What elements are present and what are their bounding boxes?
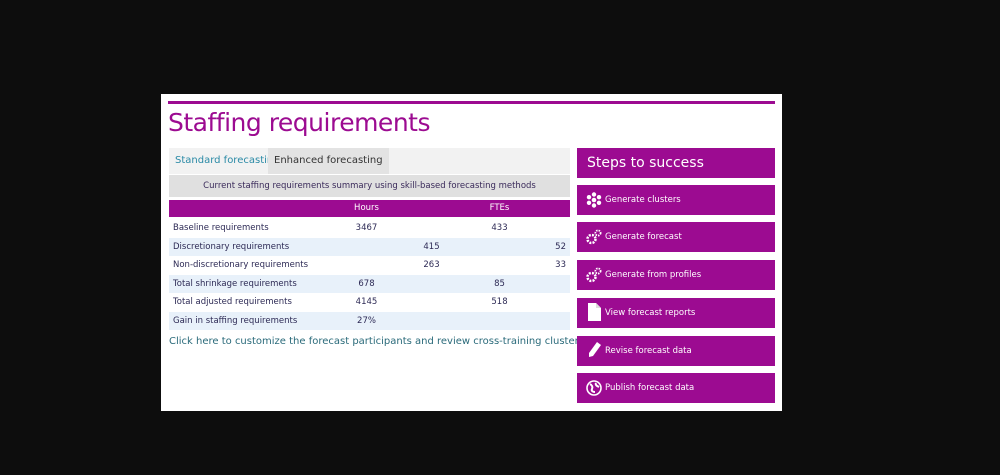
generate-from-profiles-button[interactable]: Generate from profiles: [577, 260, 775, 290]
tab-enhanced-forecasting[interactable]: Enhanced forecasting: [268, 148, 389, 174]
row-label: Baseline requirements: [173, 223, 269, 233]
row-hours: 263: [423, 260, 440, 270]
table-row: Gain in staffing requirements 27%: [169, 311, 570, 330]
row-label: Gain in staffing requirements: [173, 315, 298, 326]
table-header: Hours FTEs: [169, 200, 570, 217]
table-row: Non-discretionary requirements 263 33: [169, 256, 570, 275]
button-label: Generate from profiles: [605, 270, 702, 280]
revise-forecast-data-button[interactable]: Revise forecast data: [577, 336, 775, 366]
gears-icon: [586, 267, 602, 283]
generate-forecast-button[interactable]: Generate forecast: [577, 222, 775, 252]
pencil-icon: [589, 342, 601, 357]
table-row: Baseline requirements 3467 433: [169, 219, 570, 238]
row-ftes: 433: [491, 223, 508, 233]
button-label: Publish forecast data: [605, 383, 695, 393]
globe-icon: [586, 380, 602, 396]
header-ftes: FTEs: [489, 203, 510, 213]
accent-divider: [168, 101, 775, 104]
row-ftes: 33: [555, 260, 566, 270]
page-title: Staffing requirements: [168, 108, 431, 137]
view-forecast-reports-button[interactable]: View forecast reports: [577, 298, 775, 328]
row-ftes: 52: [555, 241, 566, 252]
tab-standard-forecasting[interactable]: Standard forecasting: [175, 155, 280, 166]
row-label: Discretionary requirements: [173, 241, 290, 252]
row-ftes: 518: [491, 297, 508, 307]
row-hours: 3467: [355, 223, 378, 233]
table-row: Total shrinkage requirements 678 85: [169, 274, 570, 293]
summary-caption: Current staffing requirements summary us…: [169, 175, 570, 197]
document-icon: [588, 303, 601, 321]
button-label: Revise forecast data: [605, 346, 692, 356]
table-row: Discretionary requirements 415 52: [169, 237, 570, 256]
row-hours: 4145: [355, 297, 378, 307]
button-label: Generate forecast: [605, 232, 682, 242]
gears-icon: [586, 229, 602, 245]
table-row: Total adjusted requirements 4145 518: [169, 293, 570, 312]
row-hours: 27%: [357, 315, 376, 326]
row-label: Total adjusted requirements: [173, 297, 292, 307]
button-label: View forecast reports: [605, 308, 696, 318]
header-hours: Hours: [354, 203, 379, 213]
button-label: Generate clusters: [605, 195, 681, 205]
staffing-panel: Staffing requirements Standard forecasti…: [161, 94, 782, 411]
clusters-icon: [586, 192, 602, 208]
row-hours: 415: [423, 241, 440, 252]
customize-forecast-link[interactable]: Click here to customize the forecast par…: [169, 336, 618, 347]
row-label: Non-discretionary requirements: [173, 260, 309, 270]
steps-title: Steps to success: [577, 148, 775, 178]
generate-clusters-button[interactable]: Generate clusters: [577, 185, 775, 215]
row-ftes: 85: [494, 278, 505, 289]
forecast-tabs: Standard forecasting Enhanced forecastin…: [169, 148, 570, 174]
row-hours: 678: [358, 278, 375, 289]
row-label: Total shrinkage requirements: [173, 278, 297, 289]
publish-forecast-data-button[interactable]: Publish forecast data: [577, 373, 775, 403]
